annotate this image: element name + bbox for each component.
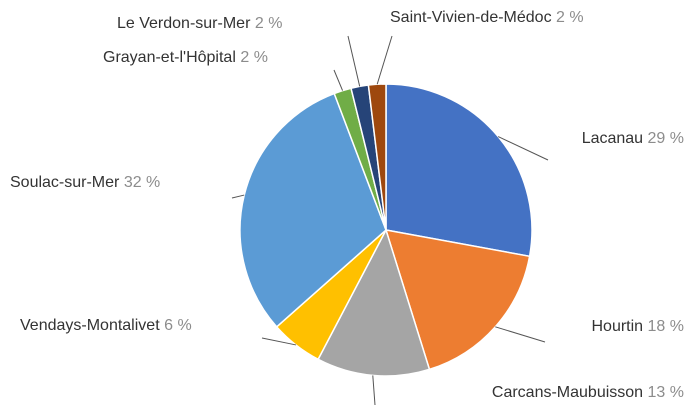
pie-slice bbox=[239, 92, 387, 328]
slice-value: 32 % bbox=[124, 174, 160, 191]
slice-label: Grayan-et-l'Hôpital 2 % bbox=[103, 49, 268, 66]
leader-line bbox=[376, 35, 393, 85]
slice-value: 13 % bbox=[648, 384, 684, 401]
slice-name: Hourtin bbox=[592, 318, 644, 335]
slice-label: Le Verdon-sur-Mer 2 % bbox=[117, 15, 282, 32]
leader-line bbox=[231, 194, 245, 199]
slice-name: Saint-Vivien-de-Médoc bbox=[390, 9, 552, 26]
leader-line bbox=[495, 326, 546, 343]
slice-label: Hourtin 18 % bbox=[592, 318, 685, 335]
slice-value: 6 % bbox=[164, 317, 192, 334]
leader-line bbox=[372, 375, 376, 406]
slice-value: 2 % bbox=[240, 49, 268, 66]
leader-line bbox=[261, 337, 297, 346]
slice-name: Le Verdon-sur-Mer bbox=[117, 15, 251, 32]
slice-name: Grayan-et-l'Hôpital bbox=[103, 49, 236, 66]
slice-label: Soulac-sur-Mer 32 % bbox=[10, 174, 160, 191]
slice-name: Vendays-Montalivet bbox=[20, 317, 160, 334]
slice-name: Soulac-sur-Mer bbox=[10, 174, 120, 191]
slice-value: 2 % bbox=[556, 9, 584, 26]
slice-label: Carcans-Maubuisson 13 % bbox=[492, 384, 684, 401]
slice-value: 29 % bbox=[648, 130, 684, 147]
slice-name: Lacanau bbox=[582, 130, 643, 147]
slice-value: 2 % bbox=[255, 15, 283, 32]
slice-label: Saint-Vivien-de-Médoc 2 % bbox=[390, 9, 584, 26]
slice-label: Vendays-Montalivet 6 % bbox=[20, 317, 192, 334]
leader-line bbox=[333, 69, 344, 91]
slice-name: Carcans-Maubuisson bbox=[492, 384, 643, 401]
pie-slice bbox=[385, 83, 533, 258]
leader-line bbox=[347, 35, 361, 87]
slice-value: 18 % bbox=[648, 318, 684, 335]
leader-line bbox=[497, 136, 549, 161]
slice-label: Lacanau 29 % bbox=[582, 130, 684, 147]
